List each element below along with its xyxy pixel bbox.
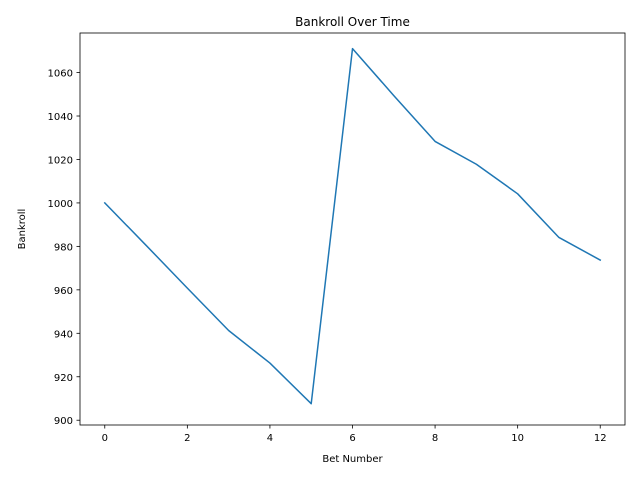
y-axis-label: Bankroll <box>17 209 28 250</box>
x-tick-label: 0 <box>102 433 108 444</box>
x-tick-label: 10 <box>511 433 524 444</box>
y-tick-label: 920 <box>54 373 73 384</box>
x-tick-label: 8 <box>432 433 438 444</box>
y-tick-label: 980 <box>54 242 73 253</box>
y-tick-label: 1020 <box>48 155 73 166</box>
y-tick-label: 900 <box>54 416 73 427</box>
chart-title: Bankroll Over Time <box>295 15 410 29</box>
y-tick-label: 940 <box>54 329 73 340</box>
axis-ticks: 0 2 4 6 8 10 12 900 920 940 960 980 1000 1020 1040 1060 <box>48 69 607 444</box>
x-tick-label: 6 <box>349 433 355 444</box>
y-tick-label: 960 <box>54 286 73 297</box>
y-tick-label: 1040 <box>48 112 73 123</box>
x-tick-label: 2 <box>184 433 190 444</box>
y-tick-label: 1000 <box>48 199 73 210</box>
x-tick-label: 12 <box>594 433 607 444</box>
plot-frame <box>79 32 626 426</box>
x-axis-label: Bet Number <box>322 454 383 465</box>
x-tick-label: 4 <box>267 433 273 444</box>
series-line <box>103 47 602 405</box>
y-tick-label: 1060 <box>48 69 73 80</box>
